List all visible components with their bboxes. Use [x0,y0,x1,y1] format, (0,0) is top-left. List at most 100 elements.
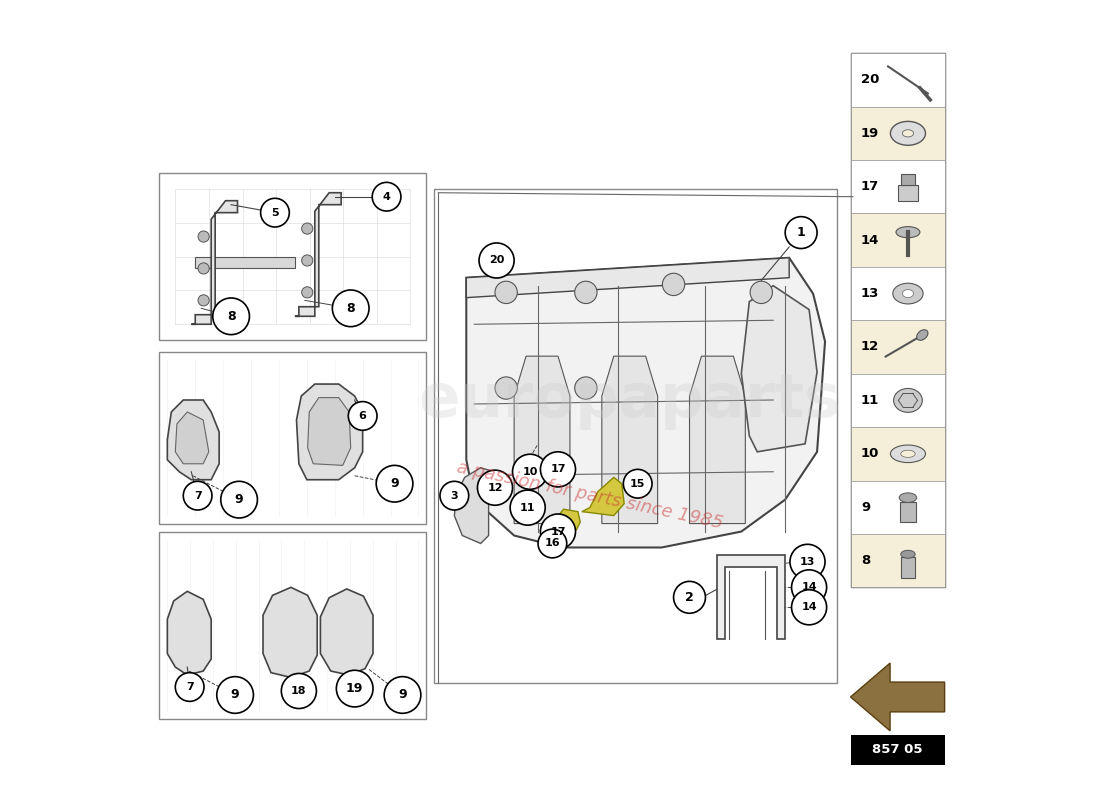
Circle shape [440,482,469,510]
Text: 18: 18 [292,686,307,696]
Circle shape [792,590,826,625]
FancyBboxPatch shape [434,189,837,683]
Bar [850,54,945,587]
Polygon shape [558,510,581,530]
Text: 7: 7 [186,682,194,692]
Bar [850,267,945,320]
Text: 13: 13 [861,287,879,300]
Text: a passion for parts since 1985: a passion for parts since 1985 [455,458,725,533]
FancyBboxPatch shape [160,173,427,340]
FancyBboxPatch shape [160,352,427,523]
Circle shape [540,452,575,487]
Ellipse shape [890,122,925,146]
FancyBboxPatch shape [850,735,945,765]
Bar [850,427,945,481]
Circle shape [384,677,421,714]
Bar [850,320,945,374]
Bar [901,174,915,185]
Text: 11: 11 [520,502,536,513]
Text: 17: 17 [550,464,565,474]
Text: 9: 9 [398,689,407,702]
Text: 13: 13 [800,557,815,567]
Circle shape [477,470,513,506]
Text: 8: 8 [861,554,870,567]
Text: 12: 12 [487,482,503,493]
Text: 16: 16 [544,538,560,549]
Ellipse shape [896,226,920,238]
Circle shape [198,294,209,306]
Circle shape [376,466,412,502]
Polygon shape [175,412,209,464]
Bar [850,481,945,534]
Polygon shape [850,663,945,697]
Ellipse shape [916,330,928,340]
Text: europaparts: europaparts [418,370,842,430]
Polygon shape [320,589,373,675]
Circle shape [282,674,317,709]
Text: 9: 9 [861,501,870,514]
Text: 15: 15 [630,478,646,489]
Polygon shape [191,201,238,324]
Circle shape [538,529,566,558]
Circle shape [495,282,517,303]
Bar [850,54,945,106]
Text: 1: 1 [796,226,805,239]
Bar [900,502,916,522]
Circle shape [790,544,825,579]
Text: 3: 3 [451,490,458,501]
Circle shape [301,255,312,266]
Ellipse shape [902,290,913,298]
Circle shape [332,290,368,326]
Polygon shape [297,384,363,480]
Bar [850,374,945,427]
Text: 10: 10 [861,447,879,460]
Bar [898,185,918,201]
Circle shape [221,482,257,518]
Text: 7: 7 [194,490,201,501]
Circle shape [673,582,705,614]
FancyBboxPatch shape [195,257,295,269]
Polygon shape [295,193,341,316]
Circle shape [212,298,250,334]
Polygon shape [690,356,746,523]
Polygon shape [263,587,317,678]
Bar [850,106,945,160]
Circle shape [175,673,204,702]
Polygon shape [602,356,658,523]
Polygon shape [466,258,825,547]
Text: 14: 14 [801,602,817,612]
Circle shape [624,470,652,498]
Text: 10: 10 [522,466,538,477]
Circle shape [495,377,517,399]
Circle shape [301,286,312,298]
Circle shape [301,223,312,234]
Circle shape [540,514,575,549]
Circle shape [261,198,289,227]
Bar [850,534,945,587]
Text: 5: 5 [271,208,278,218]
Ellipse shape [901,550,915,558]
Text: 9: 9 [234,493,243,506]
Text: 2: 2 [685,591,694,604]
Text: 8: 8 [346,302,355,315]
Circle shape [478,243,514,278]
Text: 8: 8 [227,310,235,322]
Polygon shape [167,591,211,675]
Polygon shape [850,663,945,731]
Circle shape [510,490,546,525]
Circle shape [217,677,253,714]
Circle shape [513,454,548,490]
Circle shape [785,217,817,249]
Polygon shape [741,286,817,452]
Circle shape [574,377,597,399]
Text: 20: 20 [861,74,879,86]
Ellipse shape [893,283,923,304]
Circle shape [574,282,597,303]
Circle shape [372,182,400,211]
Circle shape [792,570,826,605]
Ellipse shape [901,450,915,458]
Ellipse shape [899,493,916,502]
Bar [850,214,945,267]
Circle shape [184,482,212,510]
Text: 4: 4 [383,192,390,202]
